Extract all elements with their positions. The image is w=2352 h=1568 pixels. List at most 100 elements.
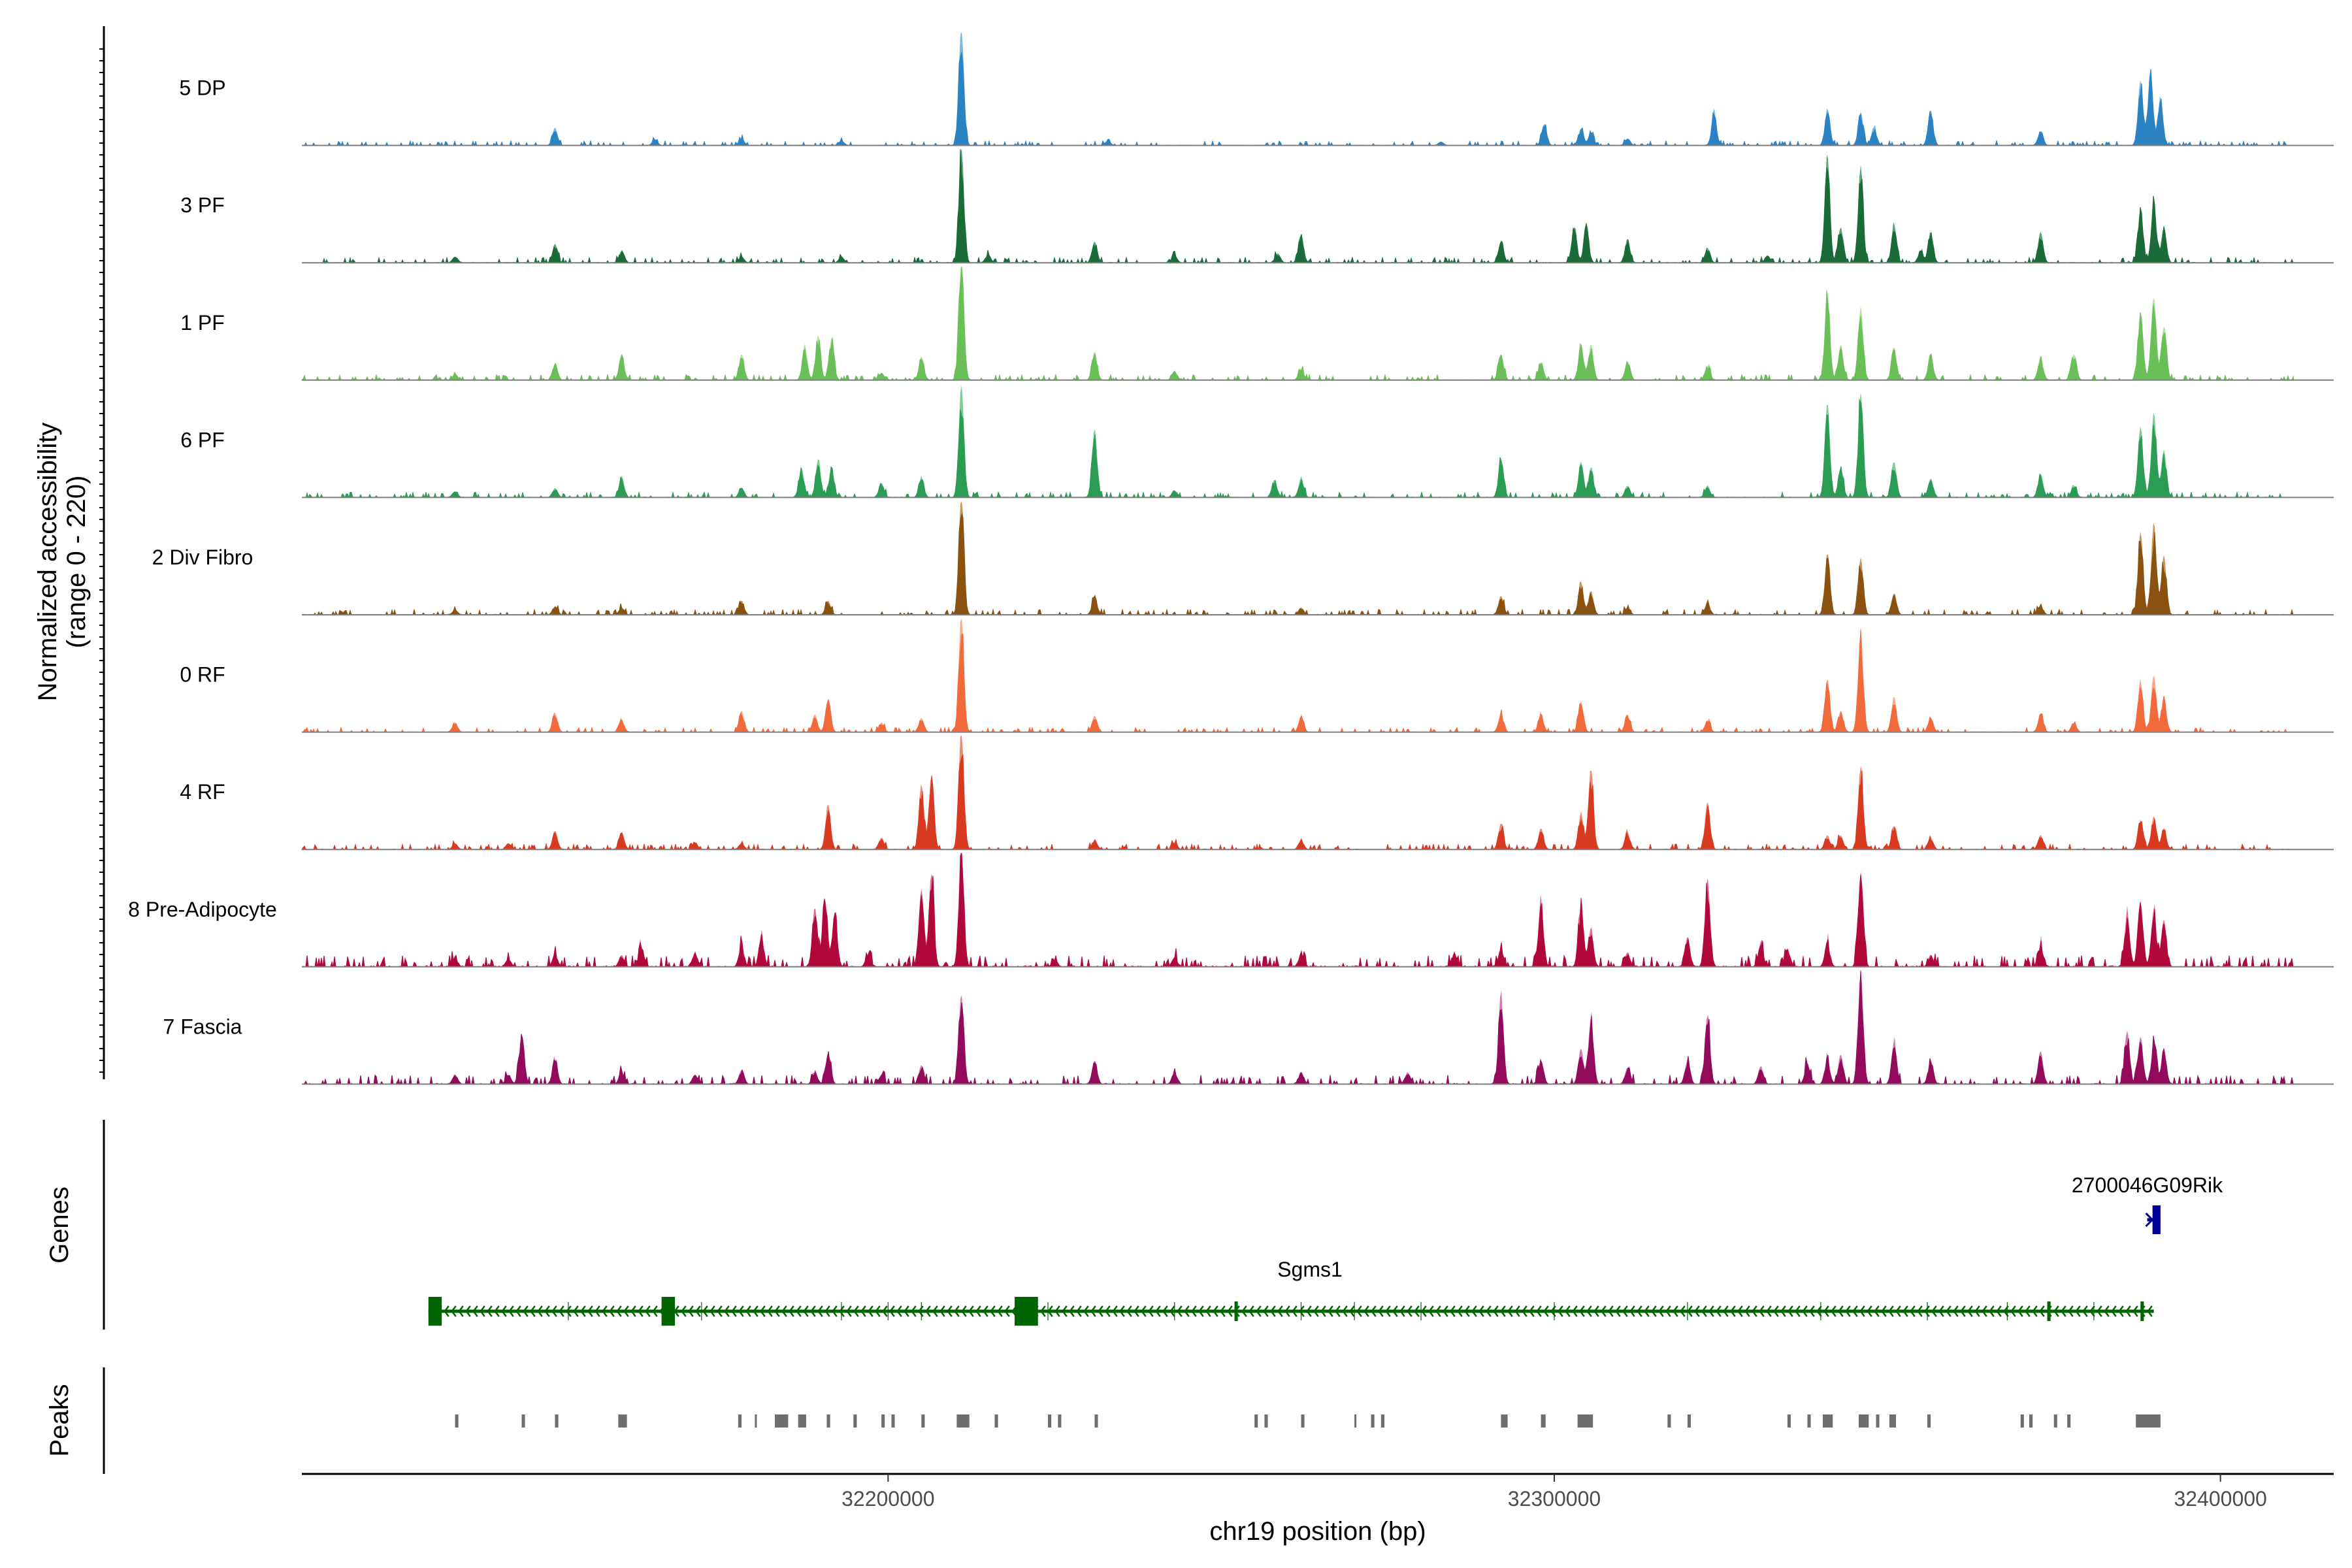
track-label: 5 DP: [179, 76, 225, 100]
track-area-highlight: [302, 266, 2294, 380]
strand-arrow: [803, 1305, 809, 1317]
strand-arrow: [551, 1305, 557, 1317]
strand-arrow: [789, 1305, 794, 1317]
track-area: [302, 629, 2294, 734]
strand-arrow: [925, 1305, 931, 1317]
strand-arrow: [1658, 1305, 1664, 1317]
strand-arrow: [602, 1305, 608, 1317]
strand-arrow: [1629, 1305, 1635, 1317]
strand-arrow: [760, 1305, 766, 1317]
peak-regions: [455, 1414, 2161, 1428]
strand-arrow: [1292, 1305, 1298, 1317]
strand-arrow: [1996, 1305, 2002, 1317]
strand-arrow: [1112, 1305, 1118, 1317]
strand-arrow: [889, 1305, 895, 1317]
track-area-highlight: [302, 970, 2294, 1085]
strand-arrow: [2125, 1305, 2131, 1317]
strand-arrow: [1946, 1305, 1952, 1317]
strand-arrow: [868, 1305, 874, 1317]
gene-sgms1: Sgms1: [428, 1258, 2154, 1326]
strand-arrow: [1220, 1305, 1226, 1317]
peak-region: [738, 1414, 742, 1428]
strand-arrow: [1414, 1305, 1420, 1317]
track-5-dp: 5 DP: [179, 31, 2334, 147]
track-label: 1 PF: [180, 311, 225, 335]
strand-arrow: [1694, 1305, 1700, 1317]
strand-arrow: [1263, 1305, 1269, 1317]
strand-arrow: [1076, 1305, 1082, 1317]
strand-arrow: [1299, 1305, 1305, 1317]
strand-arrow: [1385, 1305, 1391, 1317]
strand-arrow: [465, 1305, 471, 1317]
strand-arrow: [472, 1305, 478, 1317]
strand-arrow: [1744, 1305, 1750, 1317]
strand-arrow: [896, 1305, 902, 1317]
strand-arrow: [1198, 1305, 1204, 1317]
strand-arrow: [494, 1305, 500, 1317]
strand-arrow: [1450, 1305, 1456, 1317]
y-axis-title-line2: (range 0 - 220): [62, 476, 91, 649]
strand-arrow: [1471, 1305, 1477, 1317]
strand-arrow: [1831, 1305, 1837, 1317]
strand-arrow: [1881, 1305, 1887, 1317]
strand-arrow: [1536, 1305, 1542, 1317]
peak-region: [891, 1414, 895, 1428]
peak-region: [881, 1414, 885, 1428]
track-area: [302, 513, 2294, 616]
track-4-rf: 4 RF: [180, 736, 2334, 851]
peak-region: [1058, 1414, 1062, 1428]
strand-arrow: [1378, 1305, 1384, 1317]
strand-arrow: [595, 1305, 600, 1317]
peak-region: [1687, 1414, 1691, 1428]
strand-arrow: [1680, 1305, 1686, 1317]
x-tick-label: 32400000: [2174, 1487, 2266, 1511]
track-8-pre-adipocyte: 8 Pre-Adipocyte: [128, 853, 2334, 968]
strand-arrow: [796, 1305, 802, 1317]
strand-arrow: [2118, 1305, 2124, 1317]
strand-arrow: [2068, 1305, 2074, 1317]
strand-arrow: [1708, 1305, 1714, 1317]
strand-arrow: [753, 1305, 759, 1317]
strand-arrow: [1256, 1305, 1262, 1317]
strand-arrow: [1989, 1305, 1995, 1317]
strand-arrow: [2003, 1305, 2009, 1317]
strand-arrow: [2089, 1305, 2095, 1317]
strand-arrow: [825, 1305, 830, 1317]
strand-arrow: [1687, 1305, 1693, 1317]
strand-arrow: [1601, 1305, 1607, 1317]
strand-arrow: [710, 1305, 715, 1317]
strand-arrow: [1766, 1305, 1772, 1317]
peak-region: [1667, 1414, 1671, 1428]
strand-arrow: [2082, 1305, 2088, 1317]
strand-arrow: [860, 1305, 866, 1317]
strand-arrow: [2104, 1305, 2110, 1317]
strand-arrow: [1823, 1305, 1829, 1317]
strand-arrow: [1759, 1305, 1765, 1317]
strand-arrow: [1162, 1305, 1168, 1317]
strand-arrow: [1802, 1305, 1808, 1317]
strand-arrow: [1608, 1305, 1614, 1317]
strand-arrow: [738, 1305, 744, 1317]
peak-region: [618, 1414, 627, 1428]
strand-arrow: [1953, 1305, 1959, 1317]
track-area-highlight: [302, 385, 2294, 498]
strand-arrow: [1364, 1305, 1369, 1317]
strand-arrow: [1773, 1305, 1779, 1317]
strand-arrow: [1960, 1305, 1966, 1317]
peak-region: [853, 1414, 857, 1428]
strand-arrow: [1910, 1305, 1916, 1317]
peak-region: [2067, 1414, 2071, 1428]
strand-arrow: [954, 1305, 960, 1317]
track-label: 7 Fascia: [163, 1015, 242, 1038]
strand-arrow: [1723, 1305, 1729, 1317]
strand-arrow: [1047, 1305, 1053, 1317]
track-area-highlight: [302, 149, 2294, 263]
track-label: 0 RF: [180, 663, 225, 687]
y-axis-title-line1: Normalized accessibility: [33, 423, 62, 702]
strand-arrow: [1730, 1305, 1736, 1317]
strand-arrow: [2075, 1305, 2081, 1317]
strand-arrow: [1464, 1305, 1470, 1317]
track-3-pf: 3 PF: [180, 149, 2334, 265]
strand-arrow: [1428, 1305, 1434, 1317]
peaks-panel-title: Peaks: [45, 1384, 74, 1456]
